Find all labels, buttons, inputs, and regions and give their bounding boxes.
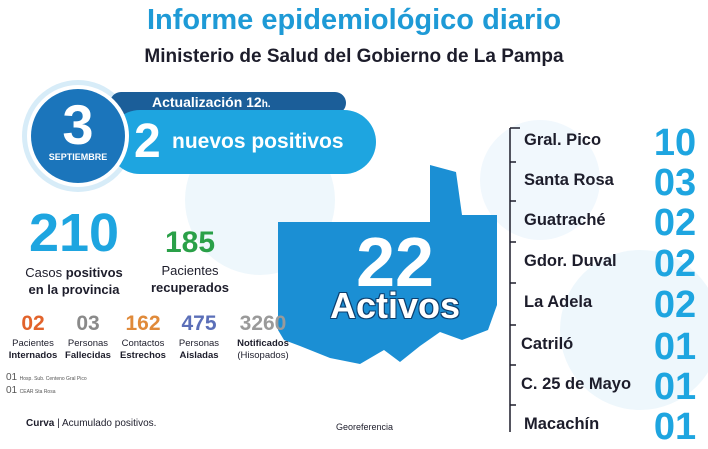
curve-caption: Curva | Acumulado positivos. <box>26 418 156 429</box>
locality-name: La Adela <box>524 293 593 311</box>
curve-b: | Acumulado positivos. <box>54 418 157 429</box>
locality-name: Santa Rosa <box>524 171 614 189</box>
update-label: Actualización 12h. <box>152 94 271 110</box>
geo-caption: Georeferencia <box>336 422 394 432</box>
hospital-notes: 01 Hosp. Sub. Centeno Gral Pico 01 CEAR … <box>6 372 87 398</box>
note-place: Hosp. Sub. Centeno Gral Pico <box>19 376 87 382</box>
cases-value: 210 <box>28 203 120 263</box>
stat-line1: Pacientes <box>12 338 54 349</box>
cases-label-b: positivos <box>65 265 123 280</box>
locality-value: 01 <box>653 366 697 408</box>
title: Informe epidemiológico diario <box>146 4 562 36</box>
stat-value: 162 <box>125 312 161 335</box>
locality-name: Catriló <box>521 335 574 353</box>
locality-value: 02 <box>653 202 697 244</box>
update-suffix: h. <box>261 99 271 110</box>
locality-value: 03 <box>653 162 697 204</box>
locality-value: 02 <box>653 284 697 326</box>
note-place: CEAR Sta Rosa <box>19 389 56 395</box>
cases-label: Casos positivos en la provincia <box>4 264 144 298</box>
new-cases-label: nuevos positivos <box>172 130 344 153</box>
stat-line1: Notificados <box>237 338 289 349</box>
locality-value: 01 <box>653 326 697 368</box>
stat-line2: Aisladas <box>179 350 219 361</box>
map-value: 22 <box>356 223 434 301</box>
stat-line1: Contactos <box>121 338 165 349</box>
locality-name: C. 25 de Mayo <box>521 375 632 393</box>
date-day: 3 <box>62 93 94 156</box>
note-count: 01 <box>6 385 18 396</box>
new-cases-value: 2 <box>134 115 161 168</box>
stat-value: 02 <box>21 312 45 335</box>
stat-value: 3260 <box>239 312 287 335</box>
recovered-label: Pacientes recuperados <box>130 262 250 296</box>
cases-label-a: Casos <box>25 265 66 280</box>
locality-name: Macachín <box>524 415 600 433</box>
locality-value: 01 <box>653 406 697 448</box>
note: 01 Hosp. Sub. Centeno Gral Pico <box>6 372 87 385</box>
update-time: Actualización 12 <box>152 94 262 110</box>
stat-line1: Personas <box>178 338 220 349</box>
locality-name: Guatraché <box>524 211 606 229</box>
locality-value: 02 <box>653 243 697 285</box>
stat-value: 03 <box>76 312 100 335</box>
stat-line2: (Hisopados) <box>237 350 289 361</box>
curve-a: Curva <box>26 418 55 429</box>
map-label: Activos <box>329 285 461 326</box>
background-shapes <box>22 80 708 432</box>
stat-line2: Internados <box>8 350 58 361</box>
recovered-line1: Pacientes <box>161 263 219 278</box>
infographic: Informe epidemiológico diario Ministerio… <box>4 4 708 448</box>
locality-value: 10 <box>653 122 697 164</box>
stat-line2: Estrechos <box>120 350 166 361</box>
stat-line1: Personas <box>67 338 109 349</box>
subtitle: Ministerio de Salud del Gobierno de La P… <box>144 46 564 67</box>
note-count: 01 <box>6 372 18 383</box>
recovered-value: 185 <box>164 226 216 259</box>
date-month: SEPTIEMBRE <box>48 152 108 162</box>
recovered-line2: recuperados <box>150 280 230 295</box>
stat-line2: Fallecidas <box>65 350 111 361</box>
cases-label-c: en la provincia <box>28 282 120 297</box>
stat-value: 475 <box>181 312 217 335</box>
note: 01 CEAR Sta Rosa <box>6 385 87 398</box>
locality-name: Gdor. Duval <box>524 252 617 270</box>
locality-name: Gral. Pico <box>524 131 602 149</box>
